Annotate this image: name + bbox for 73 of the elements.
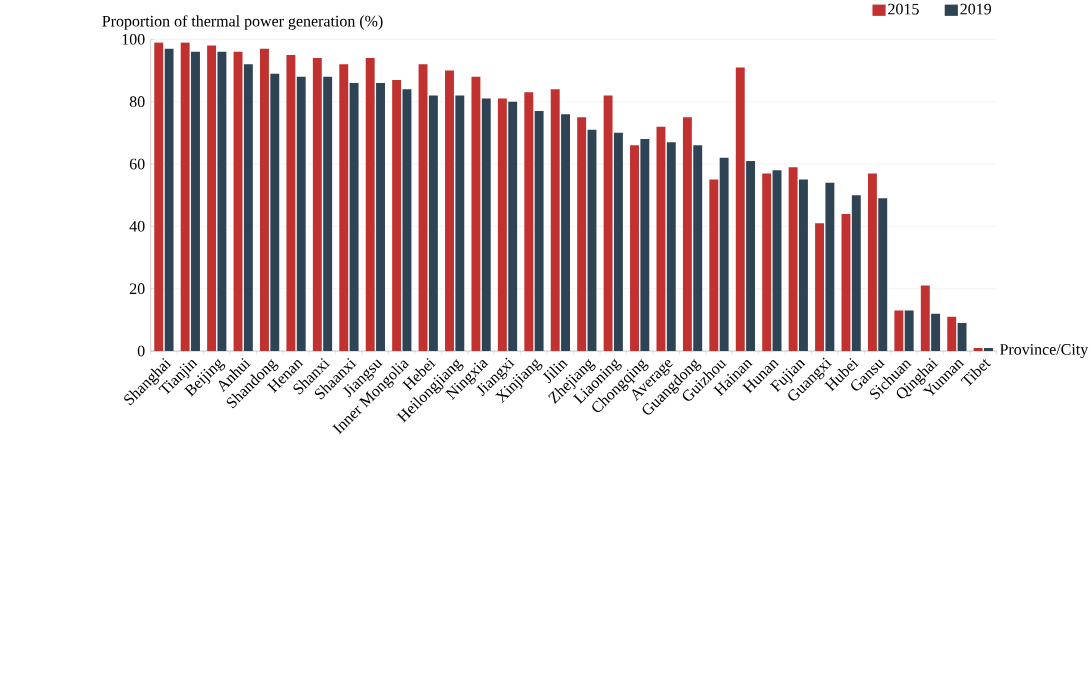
bar [164,48,174,352]
bar [772,170,782,352]
bar [878,198,888,352]
bar [243,64,253,352]
bar [561,114,571,352]
bar [841,213,851,352]
bar [719,157,729,352]
bar [815,223,825,352]
bar [445,70,454,352]
bar [497,98,507,352]
bar [577,117,587,352]
bar [587,129,597,352]
bar [746,160,756,352]
bar [217,51,227,352]
bar [550,89,560,352]
bar [851,195,861,352]
bar [154,42,164,352]
legend-label: 2019 [960,3,992,15]
bar [630,145,639,352]
bar [191,51,200,352]
bar [180,42,190,352]
bar [984,347,993,352]
bar [508,101,518,352]
y-tick-label: 100 [122,33,145,45]
bar [481,98,491,352]
y-tick-label: 20 [129,283,145,295]
bar [762,173,772,352]
bar [233,51,243,352]
bar [392,79,402,352]
bar [957,323,967,352]
bar [693,145,703,352]
bar [920,285,930,352]
bar [613,132,623,352]
bar [947,316,957,352]
y-tick-label: 40 [129,220,145,232]
bar [524,92,534,352]
bar [260,48,269,352]
bar [471,76,481,352]
bar [296,76,306,352]
y-tick-label: 80 [129,96,145,108]
bar [349,83,359,352]
bar [656,126,666,352]
bar [365,58,375,352]
bar [376,83,385,352]
bar [455,95,465,352]
bar [894,310,904,352]
y-tick-label: 60 [129,158,145,170]
bar [207,45,217,352]
bar [534,111,544,352]
bar [312,58,322,352]
x-axis-title: Province/City [999,344,1089,359]
bar [825,182,835,352]
y-axis-title: Proportion of thermal power generation (%) [102,15,383,30]
bar [323,76,333,352]
bar [666,142,676,352]
bar [270,73,280,352]
bar [603,95,613,352]
bar [339,64,349,352]
y-tick-label: 0 [137,345,145,357]
bar [402,89,412,352]
bar [418,64,428,352]
bar [798,179,808,352]
bar [904,310,914,352]
bar [735,67,745,352]
bar [788,167,798,352]
bar [867,173,877,352]
legend-label: 2015 [888,3,919,15]
bar [640,139,650,352]
bar [286,54,296,352]
bar [709,179,719,352]
bar [428,95,438,352]
bar [682,117,692,352]
bar [931,313,941,352]
